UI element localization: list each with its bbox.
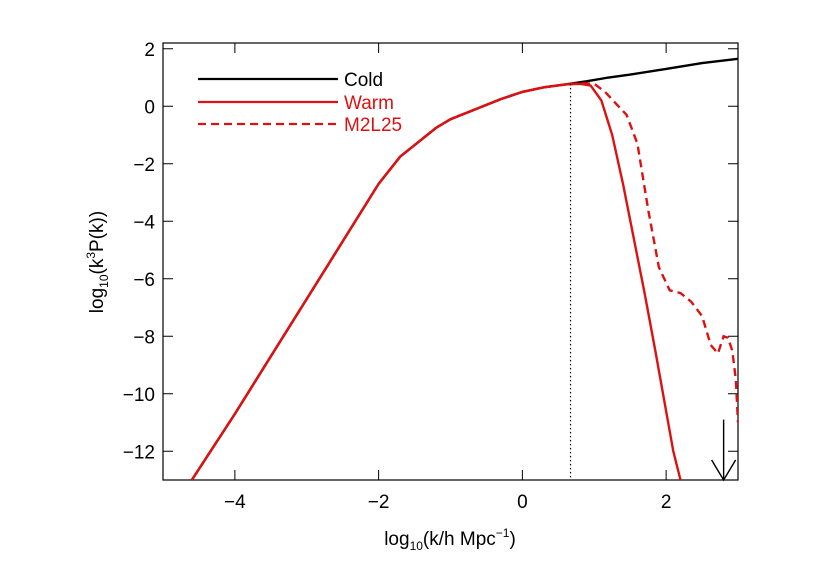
y-tick-label: 2 <box>144 40 155 61</box>
legend-label-cold: Cold <box>344 70 383 91</box>
x-axis-label-sup: −1 <box>496 526 510 540</box>
y-tick-label: −2 <box>133 155 155 176</box>
arrow-head <box>711 459 737 482</box>
y-axis-label-rest: (k <box>87 258 108 274</box>
legend-label-m2l25: M2L25 <box>344 115 402 136</box>
x-axis-label-rest: (k/h Mpc <box>423 529 496 550</box>
x-tick-label: −4 <box>224 492 246 513</box>
legend-label-warm: Warm <box>344 93 394 114</box>
y-tick-label: −4 <box>133 212 155 233</box>
series-line-warm <box>190 82 682 480</box>
y-tick-label: −12 <box>123 442 155 463</box>
x-axis-label-base: log <box>384 529 409 550</box>
series-line-cold <box>190 57 738 480</box>
plot-frame <box>162 42 739 481</box>
y-axis-label-sup: 3 <box>84 252 98 259</box>
x-tick-label: 0 <box>517 492 528 513</box>
x-axis-label-sub: 10 <box>410 539 424 553</box>
y-ticks: 2 0 −2 −4 −6 −8 −10 −12 <box>123 40 738 463</box>
x-ticks: −4 −2 0 2 <box>224 43 671 513</box>
x-axis-label-close: ) <box>509 529 515 550</box>
x-axis-label: log10(k/h Mpc−1) <box>384 526 516 553</box>
series-line-m2l25 <box>190 82 738 480</box>
y-tick-label: 0 <box>144 97 155 118</box>
y-tick-label: −6 <box>133 270 155 291</box>
x-tick-label: −2 <box>368 492 390 513</box>
legend: Cold Warm M2L25 <box>198 70 402 136</box>
y-axis-label-close: P(k)) <box>87 211 108 252</box>
series-lines <box>190 57 738 480</box>
y-tick-label: −8 <box>133 327 155 348</box>
y-axis-label-base: log <box>87 288 108 313</box>
y-axis-label: log10(k3P(k)) <box>84 211 111 313</box>
annotations <box>569 83 737 482</box>
y-tick-label: −10 <box>123 385 155 406</box>
x-tick-label: 2 <box>661 492 672 513</box>
y-axis-label-sub: 10 <box>97 274 111 288</box>
